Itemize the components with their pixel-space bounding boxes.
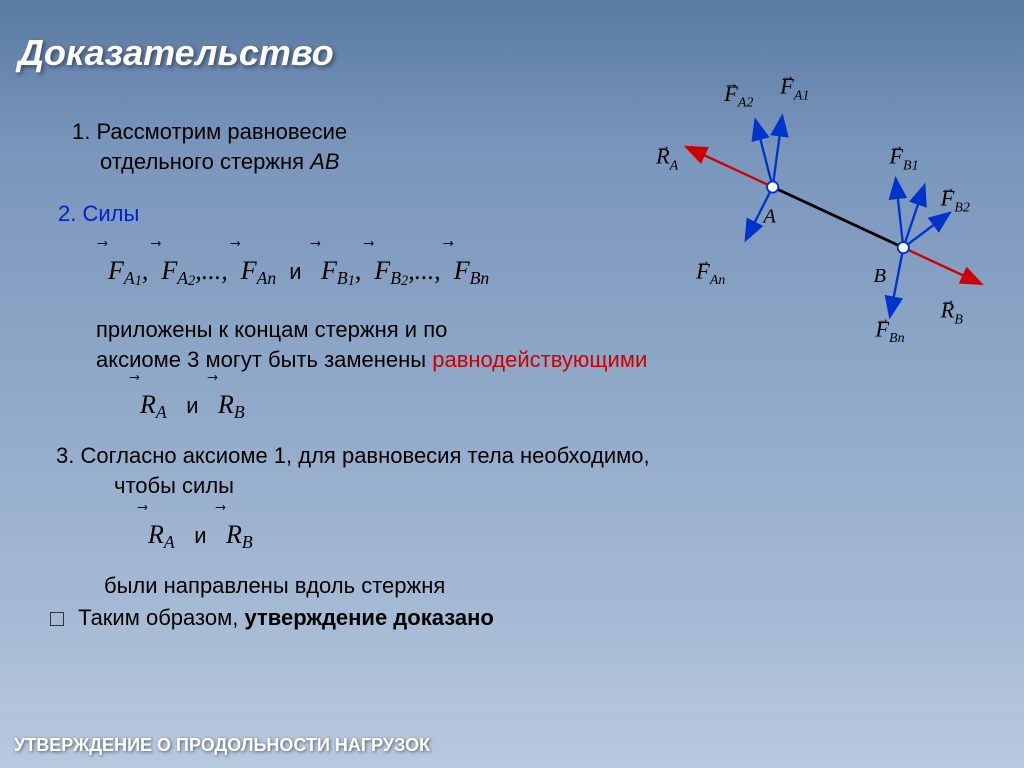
slide-title: Доказательство [18, 32, 334, 74]
svg-text:→FA2: →FA2 [723, 76, 753, 111]
step2-body1: приложены к концам стержня и по [96, 316, 447, 345]
svg-text:→RB: →RB [940, 293, 964, 328]
svg-text:→FAn: →FAn [695, 253, 725, 288]
svg-text:→RA: →RA [655, 139, 679, 174]
step2-heading: 2. Силы [58, 200, 139, 229]
step3-line2: чтобы силы [114, 472, 234, 501]
conclusion: Таким образом, утверждение доказано [50, 604, 494, 633]
svg-text:A: A [761, 205, 776, 227]
svg-text:B: B [873, 265, 886, 287]
step1-line2: отдельного стержня AB [100, 148, 340, 177]
step1-line1: 1. Рассмотрим равновесие [72, 118, 347, 147]
forces-list: ⃗FA1, ⃗FA2,..., ⃗FAn и ⃗FB1, ⃗FB2,..., ⃗… [108, 254, 489, 288]
bullet-icon [50, 612, 64, 626]
resultants-1: ⃗RA и ⃗RB [140, 388, 245, 422]
svg-text:→FA1: →FA1 [779, 75, 809, 103]
force-diagram: →RA →RB →FA1 →FA2 →FAn →FB1 →FB2 →FBn A B [610, 75, 1010, 355]
svg-text:→FBn: →FBn [874, 311, 904, 346]
svg-text:→FB1: →FB1 [888, 139, 918, 174]
step2-body2: аксиоме 3 могут быть заменены равнодейст… [96, 346, 647, 375]
svg-text:→FB2: →FB2 [940, 181, 970, 216]
step3-line1: 3. Согласно аксиоме 1, для равновесия те… [56, 442, 650, 471]
footer-caption: УТВЕРЖДЕНИЕ О ПРОДОЛЬНОСТИ НАГРУЗОК [14, 735, 430, 756]
step4: были направлены вдоль стержня [104, 572, 445, 601]
resultants-2: ⃗RA и ⃗RB [148, 518, 253, 552]
